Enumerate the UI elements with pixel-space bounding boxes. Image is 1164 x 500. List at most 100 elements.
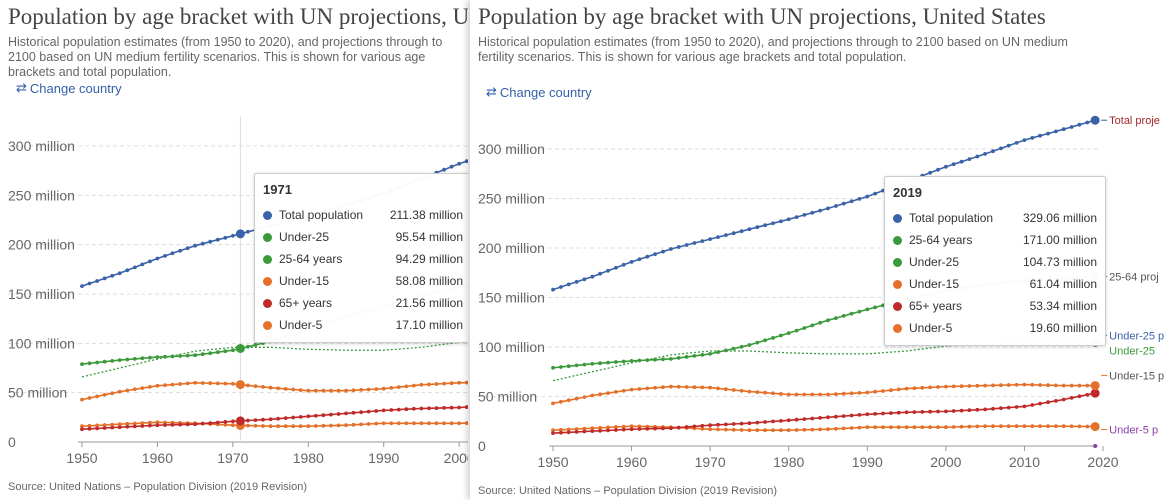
data-point	[590, 274, 595, 279]
legend-dot-icon	[893, 235, 902, 245]
series-under5[interactable]	[80, 420, 468, 430]
data-point	[313, 424, 318, 428]
data-point	[170, 422, 175, 427]
data-point	[359, 410, 363, 415]
data-point	[763, 338, 767, 343]
data-point	[178, 248, 183, 253]
data-point	[117, 358, 122, 362]
data-point	[661, 249, 665, 254]
data-point	[747, 421, 752, 426]
data-point	[802, 213, 807, 217]
data-point	[708, 352, 712, 356]
data-point	[857, 309, 862, 314]
data-point	[298, 388, 303, 392]
data-point	[637, 387, 642, 391]
data-point	[193, 380, 198, 385]
end-label-under5: Under-5 p	[1109, 425, 1158, 437]
series-under15[interactable]	[80, 379, 468, 402]
data-point	[771, 428, 775, 433]
series-age65[interactable]	[80, 388, 468, 432]
data-point	[185, 353, 190, 358]
tooltip-series-name: 65+ years	[279, 296, 333, 310]
line-chart[interactable]: 0 50 million 100 million 150 million 200 mil…	[470, 0, 1164, 500]
change-country-button-back[interactable]: ⇄ Change country	[16, 80, 122, 96]
data-point	[936, 385, 940, 389]
y-tick-label: 250 million	[8, 187, 75, 203]
data-point	[566, 398, 571, 403]
data-point	[148, 355, 152, 360]
change-country-button[interactable]: ⇄ Change country	[486, 84, 592, 100]
data-point	[80, 284, 84, 288]
data-point	[1077, 394, 1082, 399]
data-point	[786, 418, 791, 423]
tooltip-series-name: Under-15	[909, 277, 960, 291]
tooltip-row: Total population 211.38 million	[263, 204, 463, 226]
data-point	[566, 282, 571, 287]
data-point	[351, 410, 356, 415]
series-under5[interactable]	[551, 422, 1100, 433]
data-point	[802, 417, 807, 421]
data-point	[621, 427, 626, 432]
data-point	[344, 423, 348, 428]
data-point	[983, 407, 987, 412]
series-total[interactable]	[551, 115, 1100, 292]
data-point	[110, 425, 115, 430]
data-point	[951, 425, 956, 429]
data-point	[936, 425, 940, 430]
data-point	[434, 406, 439, 410]
data-point	[590, 429, 595, 433]
legend-dot-icon	[893, 301, 902, 311]
data-point	[559, 285, 563, 289]
series-under25[interactable]	[81, 338, 468, 378]
data-point	[692, 241, 697, 245]
data-point	[629, 424, 634, 429]
data-point	[276, 424, 280, 429]
series-age65[interactable]	[551, 388, 1100, 435]
data-point	[155, 355, 160, 359]
series-under15[interactable]	[551, 381, 1100, 406]
data-point	[178, 354, 183, 358]
data-point	[464, 380, 468, 385]
data-point	[700, 239, 705, 244]
data-point	[200, 421, 205, 426]
data-point	[865, 307, 870, 312]
data-point	[102, 359, 107, 364]
data-point	[559, 427, 563, 432]
tooltip-series-value: 171.00 million	[1022, 233, 1097, 247]
data-point	[231, 348, 235, 353]
data-point	[771, 419, 775, 424]
data-point	[193, 243, 198, 248]
data-point	[464, 421, 468, 425]
data-point	[708, 385, 712, 390]
data-point	[834, 414, 838, 419]
data-point	[1038, 133, 1042, 138]
data-point	[193, 353, 198, 358]
data-point	[1022, 424, 1027, 429]
data-point	[849, 426, 854, 430]
tooltip-row: 25-64 years 171.00 million	[893, 229, 1097, 251]
data-point	[125, 421, 130, 426]
data-point	[389, 421, 394, 426]
series-line-under5	[81, 421, 468, 427]
tooltip-series-name: 65+ years	[909, 299, 963, 313]
data-point	[457, 380, 461, 385]
series-line-under5	[552, 425, 1096, 431]
data-point	[606, 360, 610, 365]
data-point	[1061, 127, 1066, 132]
data-point	[1077, 383, 1082, 388]
data-point	[739, 229, 744, 234]
data-point	[163, 423, 167, 427]
data-point	[404, 407, 409, 412]
data-point	[944, 409, 948, 414]
data-point	[419, 382, 424, 387]
data-point	[692, 354, 697, 358]
data-point	[396, 407, 401, 412]
data-point	[716, 422, 720, 427]
data-point	[731, 422, 736, 426]
tooltip-row: 65+ years 53.34 million	[893, 295, 1097, 317]
data-point	[434, 382, 439, 386]
tooltip-series-value: 95.54 million	[395, 230, 463, 244]
data-point	[117, 425, 122, 430]
y-tick-label: 250 million	[478, 191, 545, 207]
highlight-point	[235, 380, 245, 390]
